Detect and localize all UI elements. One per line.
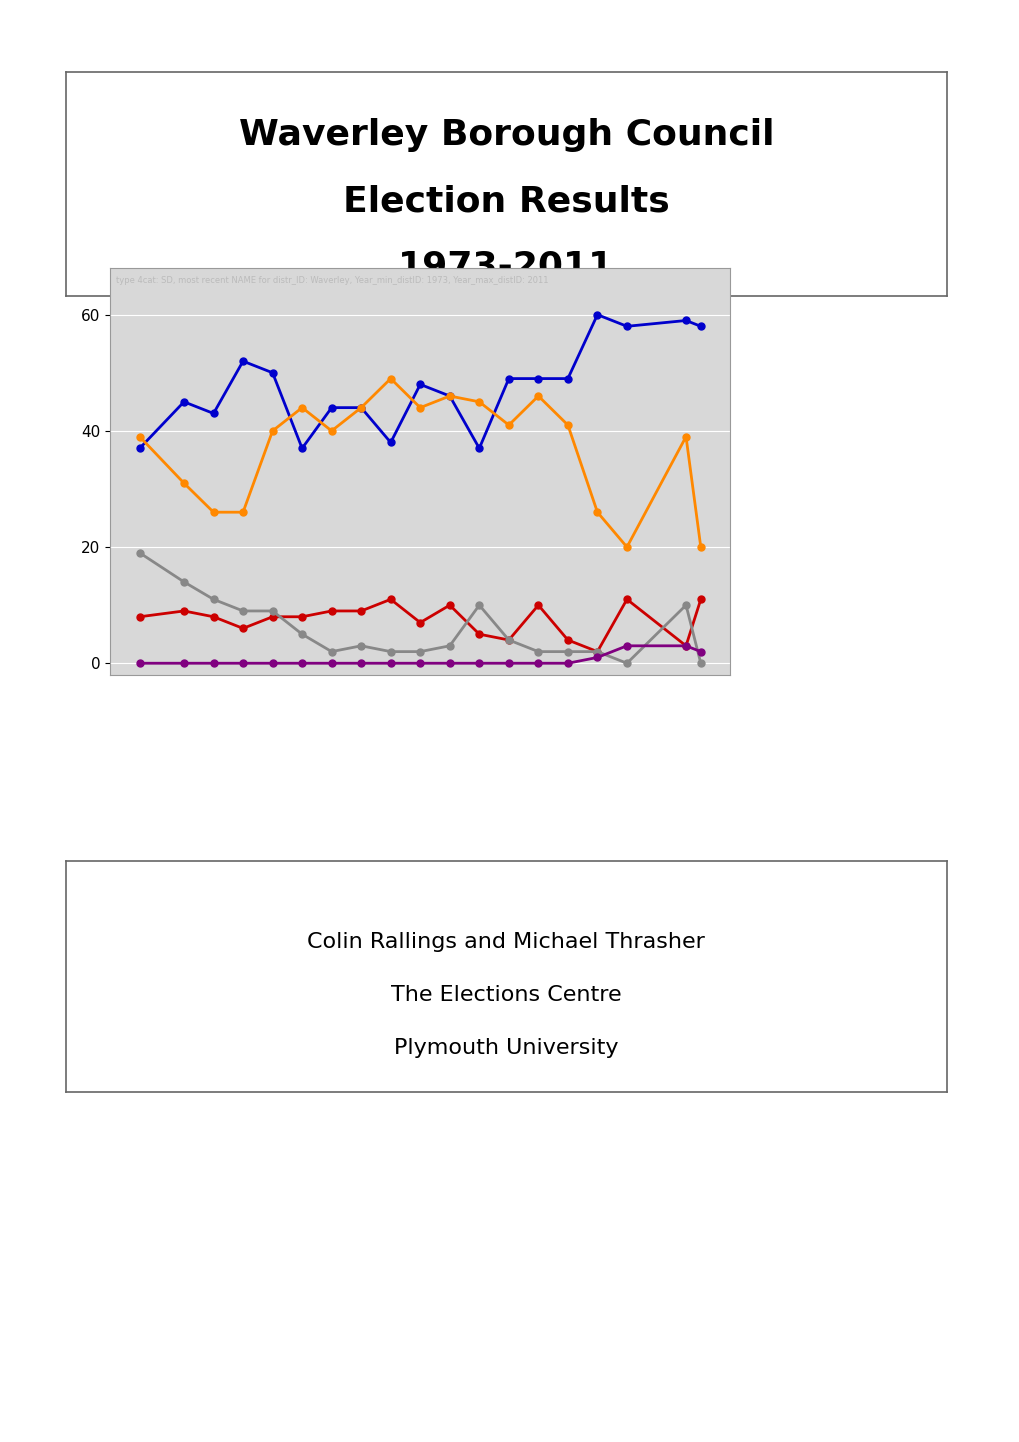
Text: Election Results: Election Results — [342, 185, 669, 219]
Text: type 4cat: SD, most recent NAME for distr_ID: Waverley, Year_min_distID: 1973, Y: type 4cat: SD, most recent NAME for dist… — [116, 277, 548, 286]
Text: Waverley Borough Council: Waverley Borough Council — [238, 118, 773, 151]
Text: The Elections Centre: The Elections Centre — [390, 985, 622, 1005]
Text: Colin Rallings and Michael Thrasher: Colin Rallings and Michael Thrasher — [307, 932, 705, 952]
Text: Plymouth University: Plymouth University — [393, 1038, 619, 1058]
Text: 1973-2011: 1973-2011 — [397, 249, 614, 284]
